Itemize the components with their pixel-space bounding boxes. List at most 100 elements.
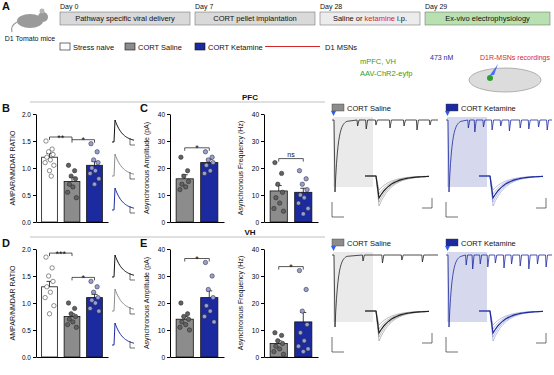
tick-label: 30 [252, 273, 260, 280]
day-label: Day 29 [425, 3, 447, 11]
bar [176, 319, 193, 357]
plot-area [176, 260, 218, 357]
data-point [66, 301, 70, 305]
scale-bar [536, 198, 546, 208]
tick-label: 20 [158, 300, 166, 307]
tick-mark [261, 276, 264, 277]
data-point [182, 174, 186, 178]
tick: 40 [252, 246, 264, 253]
data-point [302, 196, 306, 200]
data-point [93, 169, 97, 173]
data-point [274, 196, 278, 200]
tick: 20 [252, 300, 264, 307]
data-point [280, 190, 284, 194]
data-point [89, 279, 93, 283]
tick-label: 1.0 [22, 300, 31, 307]
scale-bar [130, 172, 135, 179]
tick: 1.5 [22, 138, 36, 145]
y-axis-line [36, 115, 37, 223]
example-trace [112, 120, 134, 142]
data-point [186, 179, 190, 183]
y-axis-title: Asynchronous Amplitude (pA) [143, 122, 151, 214]
data-point [69, 312, 73, 316]
tick-mark [261, 114, 264, 115]
data-point [297, 268, 301, 272]
data-point [46, 274, 50, 278]
y-axis-title: AMPAR/NMDAR RATIO [9, 265, 16, 340]
legend-swatch [446, 104, 458, 111]
legend-swatch [332, 239, 344, 246]
timeline-box [60, 12, 190, 25]
tick-label: 1.5 [22, 273, 31, 280]
significance-label: * [81, 273, 85, 283]
y-axis: 010203040 [252, 111, 265, 226]
data-point [304, 177, 308, 181]
error-bar [182, 175, 188, 179]
data-point [46, 150, 50, 154]
data-point [47, 312, 51, 316]
x-axis-line [265, 357, 319, 358]
data-point [48, 158, 52, 162]
data-point [276, 339, 280, 343]
tick-label: 20 [252, 165, 260, 172]
data-point [306, 206, 310, 210]
tick-mark [167, 303, 170, 304]
target-label: mPFC, VH [360, 57, 396, 66]
tick-mark [261, 168, 264, 169]
tick: 2.0 [22, 111, 36, 118]
legend-swatch [60, 43, 70, 50]
figure: ABCDED1 Tomato miceDay 0Day 7Day 28Day 2… [0, 0, 554, 375]
data-point [73, 314, 77, 318]
example-trace [332, 255, 438, 327]
tick-mark [33, 141, 36, 142]
timeline-box [195, 12, 315, 25]
data-point [44, 139, 48, 143]
data-point [69, 174, 73, 178]
mouse-icon [40, 9, 45, 14]
tick: 0 [255, 219, 264, 226]
data-point [71, 185, 75, 189]
stim-marker [445, 111, 450, 116]
tick-mark [167, 276, 170, 277]
tick: 0 [161, 219, 170, 226]
brain-icon [469, 68, 541, 92]
readout-label: Ex-vivo electrophysiology [445, 14, 530, 23]
tick-label: 10 [252, 327, 260, 334]
legend-label: CORT Saline [347, 104, 391, 113]
stim-marker [331, 246, 336, 251]
data-point [74, 325, 78, 329]
data-point [48, 290, 52, 294]
tick-label: 10 [158, 192, 166, 199]
data-point [206, 287, 210, 291]
bar [270, 344, 287, 358]
tick-mark [167, 222, 170, 223]
data-point [211, 295, 215, 299]
data-point [88, 171, 92, 175]
x-axis-line [37, 222, 109, 223]
legend-label: CORT Ketamine [461, 239, 516, 248]
tick-label: 30 [158, 273, 166, 280]
scale-bar [130, 206, 135, 213]
y-axis-line [36, 250, 37, 358]
tick: 10 [158, 327, 170, 334]
single-event [365, 176, 429, 202]
y-axis: 0.00.51.01.52.0 [22, 246, 37, 361]
x-axis-line [265, 222, 319, 223]
data-point [91, 158, 95, 162]
tick: 0.5 [22, 327, 36, 334]
data-point [88, 306, 92, 310]
tick-mark [261, 195, 264, 196]
legend-label: CORT Ketamine [461, 104, 516, 113]
data-point [65, 322, 69, 326]
data-point [43, 295, 47, 299]
significance-label: *** [55, 249, 66, 259]
tick-mark [167, 141, 170, 142]
data-point [305, 322, 309, 326]
tick: 40 [158, 246, 170, 253]
data-point [300, 182, 304, 186]
x-axis-line [37, 357, 109, 358]
scale-bar [446, 202, 458, 217]
significance-bracket [279, 159, 304, 162]
data-point [203, 260, 207, 264]
tick: 1.0 [22, 300, 36, 307]
